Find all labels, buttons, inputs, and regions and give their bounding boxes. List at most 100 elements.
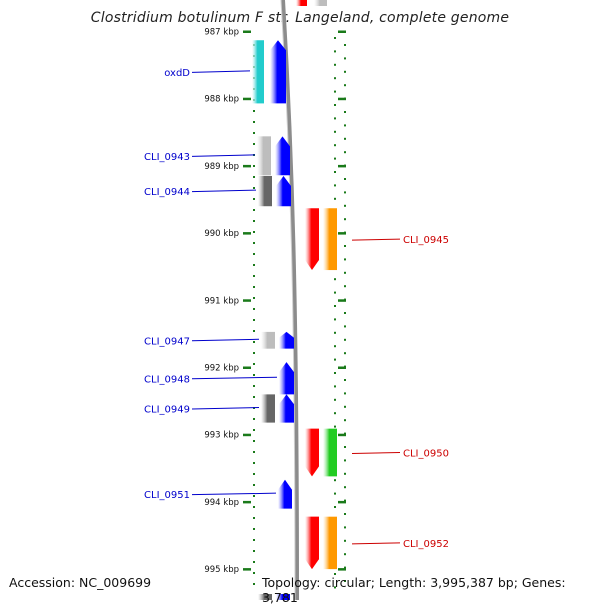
scale-dot [253, 517, 255, 519]
scale-dot [334, 197, 336, 200]
scale-dot [334, 278, 336, 281]
scale-dot [253, 495, 255, 497]
scale-dot [344, 124, 346, 127]
gene-block-blue [276, 594, 290, 600]
scale-dot [344, 352, 346, 355]
scale-dot [334, 184, 336, 187]
gene-leader-line [351, 542, 401, 545]
scale-dot [253, 264, 255, 266]
scale-dot [253, 286, 255, 288]
scale-dot [344, 70, 346, 73]
scale-dot [253, 473, 255, 475]
gene-partner-bar [323, 208, 337, 271]
scale-dot [253, 352, 255, 354]
gene-partner-bar [323, 428, 337, 477]
gene-arrow-reverse [305, 516, 319, 570]
scale-dot [344, 44, 346, 46]
scale-dot [344, 325, 346, 328]
scale-tick-left [243, 568, 251, 571]
scale-dot [334, 63, 336, 66]
gene-block-gray [314, 0, 327, 6]
scale-dot [344, 513, 346, 515]
scale-dot [253, 484, 255, 486]
gene-label-forward: CLI_0947 [144, 336, 190, 347]
scale-dot [334, 412, 336, 415]
gene-leader-line [351, 238, 401, 241]
scale-dot [344, 271, 346, 274]
scale-tick-label: 992 kbp [204, 364, 239, 374]
scale-dot [344, 539, 346, 542]
scale-tick-left [243, 232, 251, 235]
gene-arrow-reverse [305, 428, 319, 477]
scale-dot [334, 398, 336, 401]
scale-dot [253, 572, 255, 574]
gene-leader-line [191, 406, 260, 410]
map-title: Clostridium botulinum F str. Langeland, … [90, 10, 510, 26]
scale-dot [334, 50, 336, 53]
scale-dot [253, 330, 255, 332]
scale-dot [344, 432, 346, 435]
scale-dot [253, 539, 255, 541]
scale-dot [344, 218, 346, 221]
genome-backbone [281, 0, 299, 600]
scale-dot [344, 84, 346, 87]
scale-tick-right [338, 232, 346, 235]
scale-dot [253, 528, 255, 530]
gene-label-reverse: CLI_0945 [403, 235, 449, 246]
gene-leader-line [191, 189, 257, 193]
scale-dot [334, 157, 336, 160]
scale-dot [334, 37, 336, 39]
gene-block-gray [258, 594, 272, 600]
gene-label-forward: CLI_0944 [144, 187, 190, 198]
scale-tick-left [243, 299, 251, 302]
scale-tick-label: 990 kbp [204, 229, 239, 239]
scale-dot [344, 472, 346, 475]
scale-dot [253, 231, 255, 233]
scale-dot [253, 462, 255, 464]
gene-leader-line [191, 70, 251, 73]
scale-dot [344, 285, 346, 288]
scale-tick-left [243, 366, 251, 369]
scale-dot [344, 57, 346, 60]
scale-dot [253, 374, 255, 376]
scale-tick-label: 991 kbp [204, 296, 239, 306]
scale-dot [253, 242, 255, 244]
scale-dot [253, 385, 255, 387]
scale-dot [344, 191, 346, 194]
scale-dot [253, 187, 255, 189]
gene-partner-bar [257, 136, 271, 176]
gene-block-red [296, 0, 307, 6]
scale-dot [334, 305, 336, 307]
gene-leader-line [191, 154, 256, 157]
gene-partner-bar [258, 175, 272, 207]
scale-dot [334, 130, 336, 133]
scale-dot [344, 566, 346, 569]
scale-dot [253, 506, 255, 508]
scale-dot [253, 341, 255, 343]
scale-dot [253, 143, 255, 145]
gene-arrow-forward [279, 362, 294, 395]
scale-dot [334, 77, 336, 80]
scale-dot [334, 385, 336, 388]
scale-dot [253, 253, 255, 255]
scale-dot [344, 245, 346, 247]
scale-dot [344, 405, 346, 408]
scale-dot [334, 291, 336, 294]
scale-tick-left [243, 433, 251, 437]
scale-dot [344, 580, 346, 582]
scale-dot [253, 198, 255, 200]
scale-dot [334, 573, 336, 575]
scale-tick-left [243, 30, 251, 33]
scale-dot [334, 345, 336, 348]
scale-tick-label: 995 kbp [204, 565, 239, 575]
scale-tick-right [338, 299, 346, 302]
scale-dot [253, 319, 255, 321]
scale-dot [253, 132, 255, 134]
gene-label-forward: CLI_0949 [144, 404, 190, 415]
scale-dot [344, 392, 346, 395]
gene-label-reverse: CLI_0952 [403, 539, 449, 550]
scale-dot [253, 275, 255, 277]
scale-dot [253, 121, 255, 123]
topology-text: Topology: circular; Length: 3,995,387 bp… [262, 575, 566, 605]
scale-dot [253, 297, 255, 299]
